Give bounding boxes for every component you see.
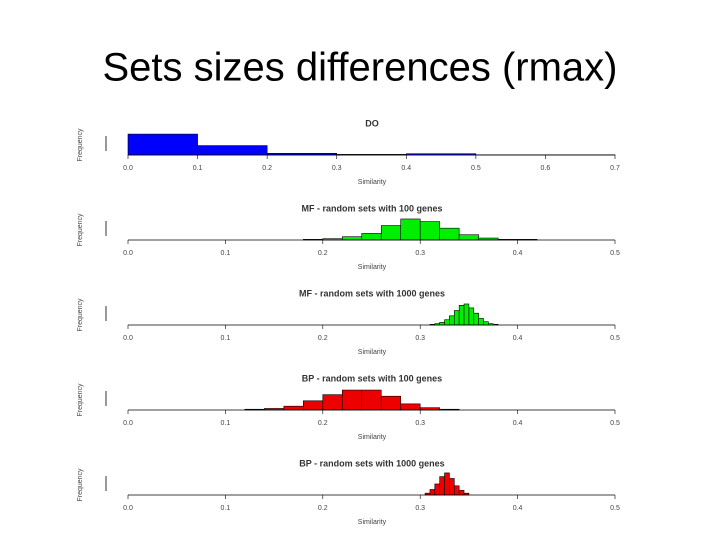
histogram-bar (322, 394, 343, 411)
histogram-bar (400, 403, 421, 411)
x-tick-label: 0.5 (610, 420, 620, 427)
x-tick-label: 0.3 (415, 420, 425, 427)
x-tick-label: 0.2 (318, 335, 328, 342)
x-tick-label: 0.3 (415, 335, 425, 342)
y-axis-label: Frequency (77, 383, 84, 417)
slide-title: Sets sizes differences (rmax) (103, 46, 618, 90)
x-axis-label: Similarity (358, 264, 387, 271)
y-axis-label: Frequency (77, 213, 84, 247)
chart-title: BP - random sets with 100 genes (302, 373, 442, 383)
histogram-bar (453, 310, 460, 326)
histogram-bar (434, 483, 440, 496)
x-tick-label: 0.0 (123, 250, 133, 257)
x-axis-label: Similarity (358, 349, 387, 356)
x-tick-label: 0.5 (610, 250, 620, 257)
x-tick-label: 0.2 (262, 165, 272, 172)
x-tick-label: 0.5 (610, 335, 620, 342)
x-axis-label: Similarity (358, 519, 387, 526)
histogram-bar (127, 133, 198, 156)
histogram-bar (444, 319, 450, 326)
histogram-bar (380, 395, 402, 411)
histogram-bar (483, 321, 489, 326)
x-tick-label: 0.0 (123, 505, 133, 512)
histogram-bar (449, 478, 455, 496)
chart-title: BP - random sets with 1000 genes (299, 458, 444, 468)
x-tick-label: 0.0 (123, 420, 133, 427)
histogram-bar (453, 485, 460, 496)
chart-title: MF - random sets with 100 genes (301, 203, 442, 213)
y-axis-label: Frequency (77, 128, 84, 162)
histogram-bar (429, 489, 436, 496)
histogram-bar (361, 389, 382, 411)
x-tick-label: 0.1 (221, 335, 231, 342)
histogram-bar (444, 472, 450, 496)
histogram-bar (458, 490, 465, 496)
histogram-bar (439, 476, 445, 496)
x-tick-label: 0.1 (221, 250, 231, 257)
x-tick-label: 0.3 (415, 250, 425, 257)
histogram-bar (341, 236, 363, 241)
y-axis-label: Frequency (77, 298, 84, 332)
x-tick-label: 0.3 (332, 165, 342, 172)
histogram-bar (197, 145, 268, 156)
histogram-bar (449, 315, 455, 326)
chart-title: DO (365, 118, 379, 128)
histogram-bar (439, 227, 460, 241)
histogram-bar (419, 221, 440, 241)
x-tick-label: 0.1 (221, 420, 231, 427)
histogram-bar (478, 318, 484, 326)
histogram-bar (341, 389, 363, 411)
histogram-bar (400, 218, 421, 241)
x-tick-label: 0.4 (513, 335, 523, 342)
histogram-bar (303, 400, 324, 411)
x-tick-label: 0.1 (221, 505, 231, 512)
histogram-bar (473, 312, 479, 326)
histogram-bar (458, 304, 465, 326)
x-tick-label: 0.7 (610, 165, 620, 172)
histogram-bar (468, 307, 475, 326)
histogram-bar (283, 405, 304, 411)
x-tick-label: 0.4 (513, 250, 523, 257)
x-tick-label: 0.5 (610, 505, 620, 512)
x-tick-label: 0.1 (193, 165, 203, 172)
x-tick-label: 0.4 (401, 165, 411, 172)
x-tick-label: 0.0 (123, 335, 133, 342)
x-tick-label: 0.2 (318, 505, 328, 512)
x-tick-label: 0.4 (513, 420, 523, 427)
histogram-bar (458, 234, 479, 241)
x-axis-label: Similarity (358, 434, 387, 441)
x-tick-label: 0.2 (318, 420, 328, 427)
histogram-bar (361, 233, 382, 241)
x-tick-label: 0.6 (541, 165, 551, 172)
histogram-bar (463, 303, 470, 326)
y-axis-label: Frequency (77, 468, 84, 502)
x-tick-label: 0.3 (415, 505, 425, 512)
x-tick-label: 0.4 (513, 505, 523, 512)
histogram-bar (380, 225, 402, 241)
x-tick-label: 0.0 (123, 165, 133, 172)
x-tick-label: 0.5 (471, 165, 481, 172)
x-tick-label: 0.2 (318, 250, 328, 257)
chart-title: MF - random sets with 1000 genes (299, 288, 445, 298)
x-axis-label: Similarity (358, 179, 387, 186)
